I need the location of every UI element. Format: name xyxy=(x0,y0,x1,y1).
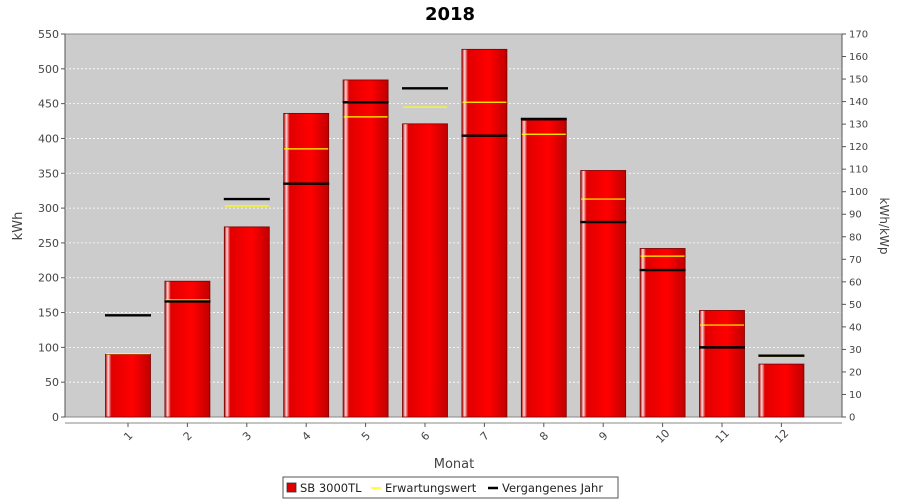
y2-tick-label: 50 xyxy=(849,300,862,311)
y2-tick-label: 10 xyxy=(849,390,862,401)
x-tick-label: 8 xyxy=(537,429,551,443)
bar xyxy=(520,119,567,418)
bar xyxy=(223,226,270,418)
x-tick-label: 10 xyxy=(653,427,672,446)
legend: SB 3000TL Erwartungswert Vergangenes Jahr xyxy=(282,476,619,499)
bar xyxy=(105,353,151,418)
bar xyxy=(699,310,745,418)
y-tick-label: 0 xyxy=(52,411,59,424)
bars-layer xyxy=(105,48,805,418)
x-tick-label: 11 xyxy=(713,427,732,446)
bar xyxy=(639,248,686,418)
legend-label-bars: SB 3000TL xyxy=(300,481,362,495)
y-tick-label: 500 xyxy=(38,63,59,76)
y-tick-label: 350 xyxy=(38,167,59,180)
y-tick-label: 200 xyxy=(38,272,59,285)
legend-label-expectation: Erwartungswert xyxy=(385,481,477,495)
x-tick-label: 7 xyxy=(478,429,492,443)
chart-title: 2018 xyxy=(425,4,475,25)
y-tick-label: 400 xyxy=(38,132,59,145)
y-tick-label: 300 xyxy=(38,202,59,215)
y2-tick-label: 140 xyxy=(849,97,868,108)
bar xyxy=(164,280,211,418)
x-tick-label: 6 xyxy=(418,429,432,443)
y2-axis-title: kWh/kWp xyxy=(877,198,891,255)
y2-tick-label: 0 xyxy=(849,413,855,424)
x-tick-label: 12 xyxy=(772,427,791,446)
y2-tick-label: 110 xyxy=(849,165,868,176)
markers-layer xyxy=(105,87,805,358)
y2-tick-label: 60 xyxy=(849,277,862,288)
bar xyxy=(283,112,330,418)
y-tick-label: 100 xyxy=(38,341,59,354)
y-tick-label: 250 xyxy=(38,237,59,250)
x-axis-title: Monat xyxy=(434,457,474,472)
y-tick-label: 50 xyxy=(45,376,59,389)
y-axis-title: kWh xyxy=(11,212,26,241)
y2-tick-label: 80 xyxy=(849,232,862,243)
y2-tick-label: 40 xyxy=(849,322,862,333)
y2-tick-label: 130 xyxy=(849,120,868,131)
axes-layer: 0501001502002503003504004505005500102030… xyxy=(38,28,868,446)
x-tick-label: 3 xyxy=(240,429,254,443)
bar xyxy=(402,123,448,418)
y-tick-label: 450 xyxy=(38,98,59,111)
y2-tick-label: 170 xyxy=(849,30,868,41)
y2-tick-label: 90 xyxy=(849,210,862,221)
y-tick-label: 150 xyxy=(38,307,59,320)
y2-tick-label: 160 xyxy=(849,52,868,63)
bar xyxy=(758,363,805,418)
y2-tick-label: 120 xyxy=(849,142,868,153)
y2-tick-label: 70 xyxy=(849,255,862,266)
legend-label-previous-year: Vergangenes Jahr xyxy=(502,481,603,495)
bar xyxy=(461,48,508,418)
x-tick-label: 4 xyxy=(299,429,313,443)
y2-tick-label: 100 xyxy=(849,187,868,198)
x-tick-label: 1 xyxy=(121,429,135,443)
bar xyxy=(580,170,627,418)
bar xyxy=(342,79,389,418)
legend-box xyxy=(282,476,619,499)
y2-tick-label: 20 xyxy=(849,367,862,378)
x-tick-label: 5 xyxy=(359,429,373,443)
y2-tick-label: 150 xyxy=(849,75,868,86)
x-tick-label: 9 xyxy=(596,429,610,443)
y2-tick-label: 30 xyxy=(849,345,862,356)
legend-swatch-bars xyxy=(286,482,297,493)
y-tick-label: 550 xyxy=(38,28,59,41)
x-tick-label: 2 xyxy=(181,429,195,443)
